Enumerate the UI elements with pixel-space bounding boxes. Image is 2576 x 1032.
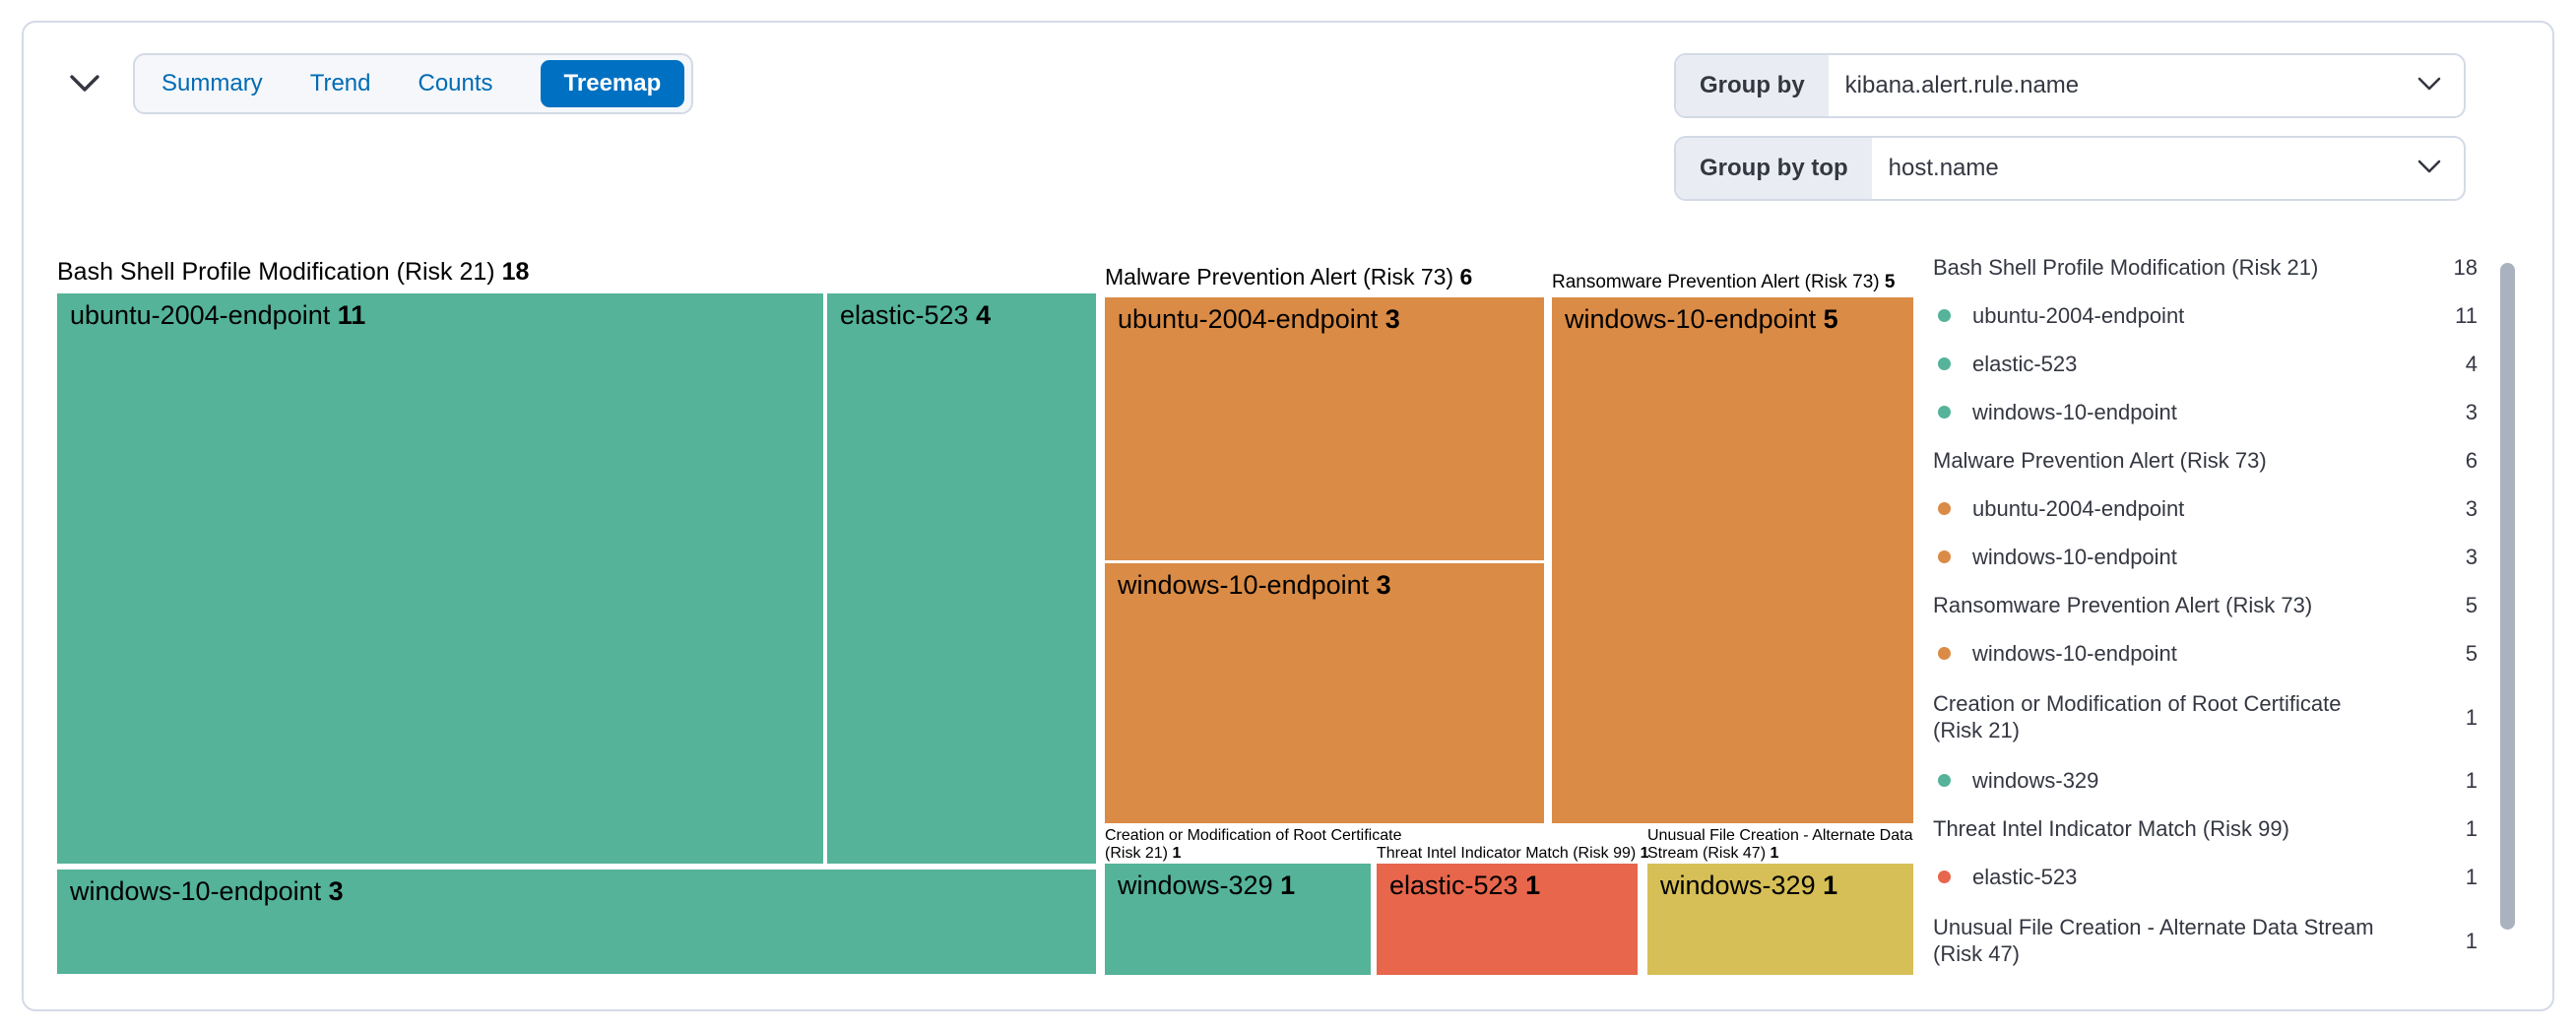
legend-count: 11 [2455, 303, 2478, 328]
tab-summary[interactable]: Summary [161, 70, 263, 97]
legend-item-label: ubuntu-2004-endpoint [1972, 303, 2185, 328]
legend-scrollbar-thumb[interactable] [2500, 263, 2515, 930]
legend-color-dot [1938, 309, 1951, 322]
treemap-group-title: Malware Prevention Alert (Risk 73) 6 [1105, 264, 1473, 290]
treemap-cell-label: ubuntu-2004-endpoint 11 [70, 300, 366, 330]
group-by-top-select[interactable]: Group by top host.name [1674, 136, 2466, 201]
legend-group-title-row[interactable]: Ransomware Prevention Alert (Risk 73) 5 [1933, 581, 2478, 629]
chevron-down-icon [2416, 76, 2442, 97]
legend-item-label: ubuntu-2004-endpoint [1972, 496, 2185, 521]
treemap-cell-label: windows-10-endpoint 3 [70, 876, 344, 906]
legend-item-row[interactable]: ubuntu-2004-endpoint 3 [1933, 484, 2478, 533]
legend-item-label: elastic-523 [1972, 352, 2078, 376]
legend-item-row[interactable]: windows-10-endpoint 5 [1933, 629, 2478, 677]
treemap-cell-elastic-523[interactable]: elastic-523 1 [1377, 864, 1638, 975]
group-by-value: kibana.alert.rule.name [1844, 72, 2080, 98]
legend-item-row[interactable]: elastic-523 4 [1933, 340, 2478, 388]
legend-count: 3 [2465, 496, 2478, 521]
legend-item-row[interactable]: ubuntu-2004-endpoint 11 [1933, 291, 2478, 340]
group-by-top-value: host.name [1888, 155, 1999, 181]
chevron-down-icon [69, 73, 100, 97]
legend-group-title: Unusual File Creation - Alternate Data S… [1933, 915, 2374, 966]
legend-count: 1 [2465, 816, 2478, 841]
legend-count: 3 [2465, 545, 2478, 569]
legend-group-title-row[interactable]: Malware Prevention Alert (Risk 73) 6 [1933, 436, 2478, 484]
legend-count: 1 [2465, 865, 2478, 889]
legend-group-title-row[interactable]: Creation or Modification of Root Certifi… [1933, 677, 2478, 756]
legend-group-title-row[interactable]: Unusual File Creation - Alternate Data S… [1933, 901, 2478, 980]
collapse-section-button[interactable] [61, 63, 108, 106]
treemap-cell-label: windows-329 1 [1118, 871, 1296, 900]
treemap-cell-label: elastic-523 4 [840, 300, 992, 330]
legend-count: 18 [2453, 255, 2478, 280]
legend-count: 1 [2465, 768, 2478, 793]
legend-group-title: Creation or Modification of Root Certifi… [1933, 691, 2342, 742]
tab-trend[interactable]: Trend [309, 70, 371, 97]
legend-item-label: windows-10-endpoint [1972, 400, 2177, 424]
legend-count: 1 [2465, 928, 2478, 953]
tab-treemap[interactable]: Treemap [540, 60, 685, 107]
treemap-cell-windows-10-endpoint[interactable]: windows-10-endpoint 3 [1105, 563, 1544, 823]
legend-item-row[interactable]: elastic-523 1 [1933, 853, 2478, 901]
group-by-prepend-label: Group by [1676, 55, 1829, 116]
legend-count: 3 [2465, 400, 2478, 424]
legend-group-title: Threat Intel Indicator Match (Risk 99) [1933, 816, 2289, 841]
legend-color-dot [1938, 357, 1951, 370]
legend-count: 1 [2465, 704, 2478, 730]
legend-item-label: windows-329 [1972, 768, 2099, 793]
treemap-cell-windows-329[interactable]: windows-329 1 [1647, 864, 1913, 975]
tab-counts[interactable]: Counts [418, 70, 493, 97]
legend-group-title-row[interactable]: Threat Intel Indicator Match (Risk 99) 1 [1933, 805, 2478, 853]
legend-color-dot [1938, 774, 1951, 787]
legend-item-row[interactable]: windows-10-endpoint 3 [1933, 533, 2478, 581]
treemap-group-title: Threat Intel Indicator Match (Risk 99) 1 [1377, 845, 1649, 862]
treemap-cell-label: ubuntu-2004-endpoint 3 [1118, 304, 1400, 334]
legend-count: 5 [2465, 593, 2478, 617]
treemap-group-title: Unusual File Creation - Alternate Data St… [1647, 827, 1913, 863]
legend-item-label: windows-10-endpoint [1972, 545, 2177, 569]
legend-item-label: elastic-523 [1972, 865, 2078, 889]
legend-item-row[interactable]: windows-329 1 [1933, 756, 2478, 805]
legend-color-dot [1938, 550, 1951, 563]
treemap-group-title: Creation or Modification of Root Certifi… [1105, 827, 1402, 863]
legend-item-row[interactable]: windows-10-endpoint 3 [1933, 388, 2478, 436]
treemap-group-title: Ransomware Prevention Alert (Risk 73) 5 [1552, 272, 1896, 292]
legend-color-dot [1938, 647, 1951, 660]
group-by-select[interactable]: Group by kibana.alert.rule.name [1674, 53, 2466, 118]
treemap-cell-elastic-523[interactable]: elastic-523 4 [827, 293, 1096, 864]
treemap-cell-label: windows-10-endpoint 3 [1118, 570, 1391, 600]
treemap-cell-windows-10-endpoint[interactable]: windows-10-endpoint 3 [57, 870, 1096, 974]
legend-count: 5 [2465, 641, 2478, 666]
legend-color-dot [1938, 871, 1951, 883]
legend-item-label: windows-10-endpoint [1972, 641, 2177, 666]
legend-color-dot [1938, 406, 1951, 419]
treemap-legend: Bash Shell Profile Modification (Risk 21… [1933, 243, 2478, 980]
legend-group-title: Malware Prevention Alert (Risk 73) [1933, 448, 2267, 473]
treemap-cell-ubuntu-2004-endpoint[interactable]: ubuntu-2004-endpoint 11 [57, 293, 823, 864]
chevron-down-icon [2416, 159, 2442, 179]
legend-group-title: Ransomware Prevention Alert (Risk 73) [1933, 593, 2313, 617]
legend-group-title-row[interactable]: Bash Shell Profile Modification (Risk 21… [1933, 243, 2478, 291]
legend-color-dot [1938, 502, 1951, 515]
chart-view-tab-group: Summary Trend Counts Treemap [133, 53, 694, 114]
treemap-cell-label: windows-10-endpoint 5 [1565, 304, 1838, 334]
treemap-group-title: Bash Shell Profile Modification (Risk 21… [57, 258, 530, 286]
legend-count: 6 [2465, 448, 2478, 473]
treemap-cell-windows-329[interactable]: windows-329 1 [1105, 864, 1371, 975]
treemap-cell-label: windows-329 1 [1660, 871, 1838, 900]
legend-count: 4 [2465, 352, 2478, 376]
treemap-cell-windows-10-endpoint[interactable]: windows-10-endpoint 5 [1552, 297, 1913, 823]
treemap-cell-ubuntu-2004-endpoint[interactable]: ubuntu-2004-endpoint 3 [1105, 297, 1544, 560]
treemap-cell-label: elastic-523 1 [1389, 871, 1541, 900]
group-by-top-prepend-label: Group by top [1676, 138, 1872, 199]
legend-group-title: Bash Shell Profile Modification (Risk 21… [1933, 255, 2319, 280]
